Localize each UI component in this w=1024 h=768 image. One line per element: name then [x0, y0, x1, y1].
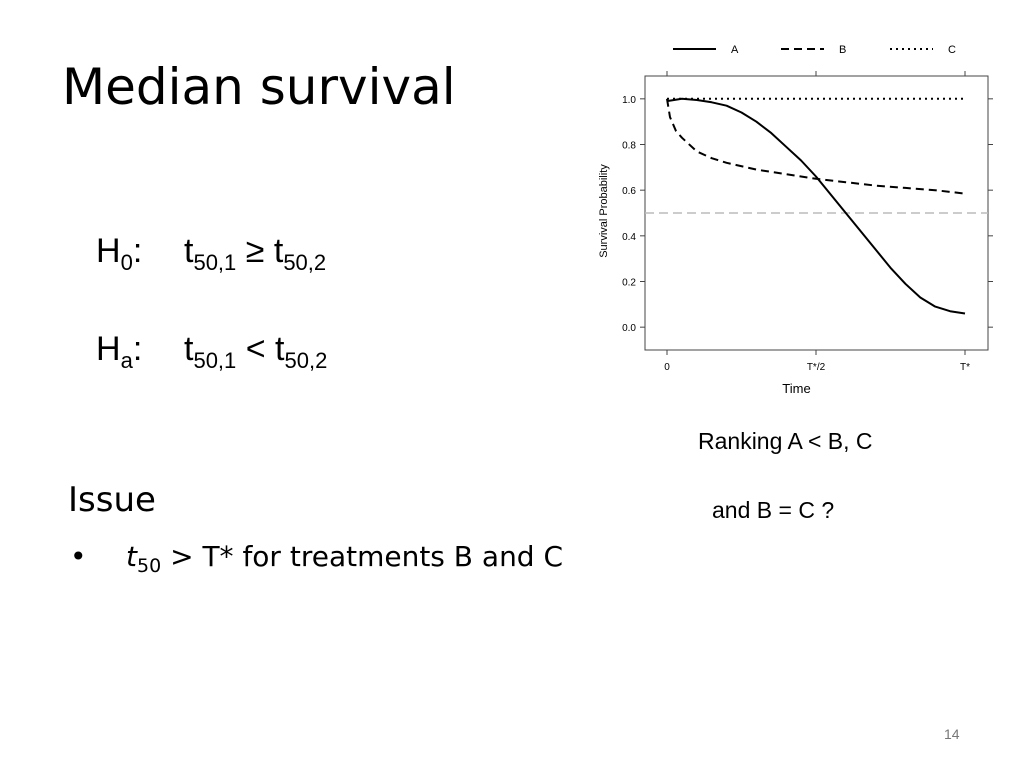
y-tick-label: 0.2: [622, 278, 636, 289]
page-number: 14: [944, 726, 960, 742]
y-tick-label: 0.6: [622, 186, 636, 197]
hyp-term-2-sub: 50,2: [283, 250, 327, 275]
alternative-hypothesis: Ha: t50,1 < t50,2: [96, 330, 327, 374]
hyp-term-2: t: [275, 330, 285, 368]
hyp-letter: H: [96, 330, 121, 368]
issue-var-sub: 50: [136, 555, 162, 577]
slide-title: Median survival: [62, 58, 456, 116]
issue-var: t: [126, 540, 137, 573]
null-hypothesis: H0: t50,1 ≥ t50,2: [96, 232, 326, 276]
x-tick-label: T*/2: [807, 362, 826, 373]
hyp-term-1: t: [184, 232, 194, 270]
issue-heading: Issue: [68, 480, 156, 520]
hyp-colon: :: [132, 232, 143, 270]
bullet-glyph: •: [70, 540, 87, 573]
legend-label-a: A: [731, 44, 739, 56]
x-tick-label: T*: [960, 362, 970, 373]
ranking-note: Ranking A < B, C: [698, 428, 873, 454]
hyp-term-2: t: [273, 232, 284, 270]
hyp-letter: H: [96, 232, 121, 270]
y-tick-label: 0.4: [622, 232, 636, 243]
issue-text: > T* for treatments B and C: [170, 540, 564, 573]
hyp-operator: ≥: [245, 232, 265, 270]
legend-label-c: C: [948, 44, 956, 56]
hyp-term-1: t: [184, 330, 194, 368]
ranking-question: and B = C ?: [712, 497, 835, 523]
hyp-term-2-sub: 50,2: [284, 348, 328, 373]
x-tick-label: 0: [664, 362, 670, 373]
series-b-curve: [666, 98, 966, 195]
hyp-operator: <: [245, 330, 266, 368]
legend-label-b: B: [839, 44, 846, 56]
hyp-term-1-sub: 50,1: [193, 250, 237, 275]
issue-bullet: • t50 > T* for treatments B and C: [70, 540, 563, 577]
series-a-curve: [666, 97, 966, 315]
y-tick-label: 0.0: [622, 323, 636, 334]
hyp-subscript: 0: [120, 250, 133, 275]
hyp-term-1-sub: 50,1: [193, 348, 237, 373]
y-tick-label: 0.8: [622, 141, 636, 152]
hyp-colon: :: [132, 330, 143, 368]
y-tick-label: 1.0: [622, 95, 636, 106]
y-axis-label: Survival Probability: [598, 164, 610, 258]
hyp-subscript: a: [120, 348, 133, 373]
x-axis-label: Time: [782, 381, 810, 396]
